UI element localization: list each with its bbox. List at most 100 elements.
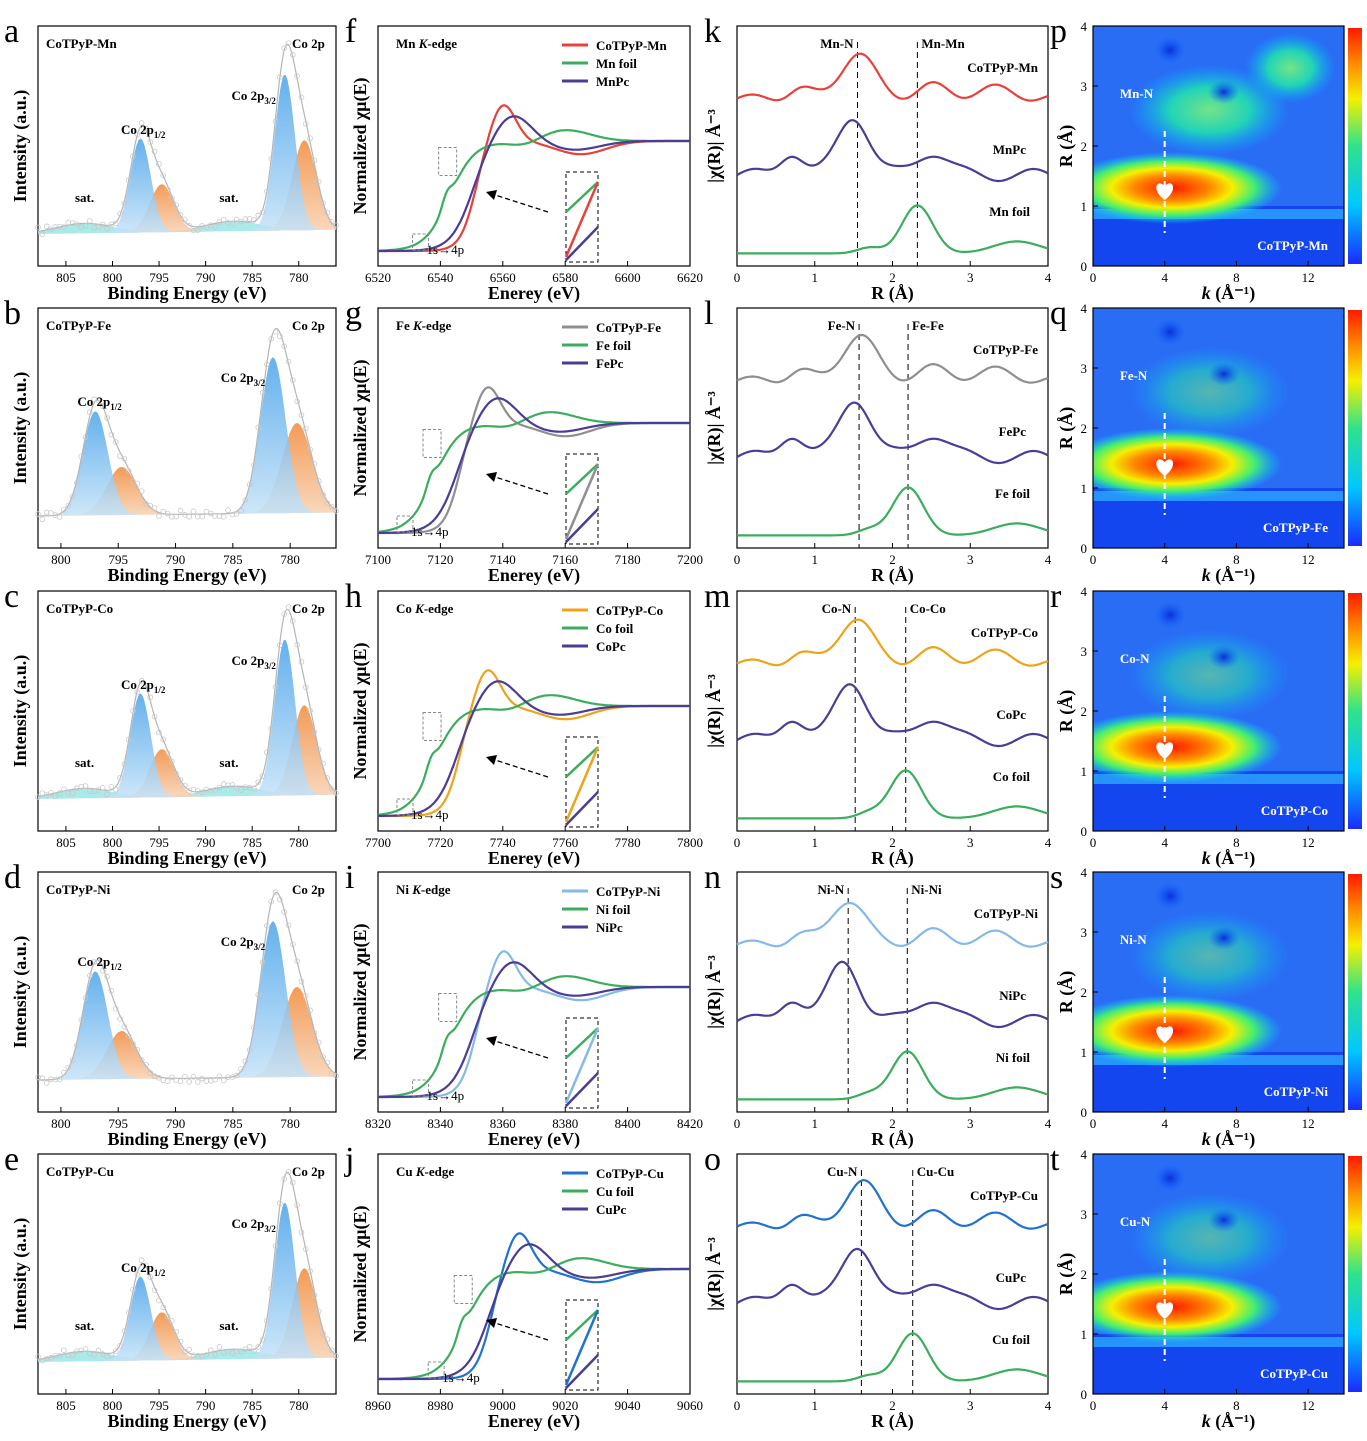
co2p32-shoulder-fill	[38, 423, 336, 516]
y-axis-title: |χ(R)| Å⁻³	[704, 674, 725, 748]
panel-label: q	[1050, 295, 1067, 332]
map-blob	[1129, 347, 1290, 437]
raw-data-point	[61, 224, 67, 230]
curve-label: CuPc	[996, 1270, 1027, 1285]
raw-data-point	[272, 329, 279, 335]
x-tick-label: 4	[1161, 835, 1168, 850]
raw-data-point	[307, 1007, 313, 1014]
curve-label: CoTPyP-Cu	[970, 1188, 1038, 1203]
raw-data-point	[294, 73, 300, 79]
inset-line	[565, 226, 599, 261]
raw-data-point	[194, 1353, 201, 1359]
raw-data-point	[307, 446, 313, 453]
raw-data-point	[190, 1352, 197, 1359]
raw-data-point	[138, 488, 145, 494]
x-tick-label: 7720	[427, 835, 453, 850]
x-tick-label: 12	[1302, 1398, 1315, 1413]
edge-k: K	[418, 36, 429, 51]
y-tick-label: 1	[1081, 1045, 1088, 1060]
panel-label: m	[704, 578, 730, 615]
curve-label: Co foil	[993, 769, 1031, 784]
raw-data-point	[315, 746, 322, 753]
ft-curve	[736, 618, 1049, 667]
raw-data-point	[233, 1349, 240, 1355]
raw-data-point	[78, 453, 84, 460]
xanes-panel-g: g Fe K-edge 7100 7120 7140 7160 7180 7200 Enerey…	[345, 295, 703, 586]
x-tick-label: 3	[967, 835, 974, 850]
legend-label: Cu foil	[596, 1184, 634, 1199]
raw-data-point	[95, 958, 102, 965]
legend-label: CoTPyP-Mn	[596, 38, 668, 53]
raw-data-point	[173, 770, 180, 777]
subscript: 3/2	[254, 942, 266, 952]
map-dark-spot	[1207, 362, 1240, 386]
raw-data-point	[130, 1286, 136, 1293]
x-axis-title: Enerey (eV)	[488, 1129, 580, 1150]
raw-data-point	[35, 224, 41, 231]
raw-data-point	[333, 508, 339, 514]
raw-data-point	[199, 1075, 205, 1082]
raw-data-point	[61, 1347, 67, 1354]
subscript: 1/2	[110, 962, 122, 972]
raw-data-point	[143, 1262, 149, 1269]
raw-data-point	[99, 221, 106, 228]
subscript: 1/2	[154, 685, 166, 695]
raw-data-point	[112, 786, 119, 793]
raw-data-point	[91, 959, 97, 965]
raw-data-point	[203, 1352, 210, 1358]
zoom-region-box	[422, 712, 442, 741]
raw-data-point	[290, 1179, 296, 1186]
x-tick-label: 0	[1090, 1398, 1097, 1413]
raw-data-point	[268, 1286, 275, 1292]
x-tick-label: 795	[149, 270, 169, 285]
x-tick-label: 7200	[677, 552, 703, 567]
x-tick-label: 12	[1302, 835, 1315, 850]
k-symbol: k	[1202, 565, 1211, 585]
x-tick-label: 8	[1233, 270, 1240, 285]
colorbar	[1348, 593, 1362, 829]
raw-data-point	[160, 172, 167, 179]
raw-data-point	[156, 1297, 162, 1304]
map-blob	[1129, 630, 1290, 720]
x-tick-label: 795	[108, 552, 128, 567]
raw-data-point	[156, 729, 162, 736]
x-tick-label: 6600	[615, 270, 641, 285]
sample-label: CoTPyP-Cu	[46, 1164, 114, 1179]
bond-label: Fe-N	[1120, 368, 1148, 383]
co2p32-main-fill	[38, 1203, 336, 1362]
map-dark-spot	[1207, 80, 1240, 104]
x-tick-label: 8	[1233, 552, 1240, 567]
inset-box	[565, 1017, 599, 1109]
x-tick-label: 7140	[490, 552, 516, 567]
subscript: 3/2	[264, 1224, 276, 1234]
x-axis-title: R (Å)	[871, 848, 914, 869]
spectrum-line	[378, 386, 690, 535]
raw-data-point	[294, 1202, 300, 1208]
panel-label: g	[345, 295, 362, 332]
raw-data-point	[130, 153, 136, 160]
x-tick-label: 8	[1233, 1116, 1240, 1131]
raw-data-point	[156, 161, 162, 167]
raw-data-point	[281, 909, 287, 915]
x-tick-label: 7800	[677, 835, 703, 850]
zoom-arrow-line	[491, 193, 549, 213]
zoom-region-box	[438, 993, 458, 1022]
raw-data-point	[78, 783, 84, 790]
raw-data-point	[238, 507, 244, 514]
raw-data-point	[302, 425, 309, 432]
raw-data-point	[298, 659, 305, 665]
x-axis-title: R (Å)	[871, 1411, 914, 1432]
legend-label: NiPc	[596, 920, 623, 935]
xps-panel-e: e CoTPyP-Cu Co 2p 805 800 795 790 785 780 Binding…	[4, 1141, 339, 1432]
raw-data-point	[255, 424, 262, 431]
raw-data-point	[272, 118, 279, 125]
raw-data-point	[69, 1352, 76, 1359]
raw-data-point	[169, 513, 175, 520]
xanes-panel-h: h Co K-edge 7700 7720 7740 7760 7780 7800 Enerey…	[345, 578, 703, 869]
raw-data-point	[333, 1072, 339, 1079]
plot-frame	[377, 590, 691, 832]
plot-frame	[37, 307, 337, 549]
x-tick-label: 1	[812, 1398, 819, 1413]
x-axis-title: Binding Energy (eV)	[107, 565, 266, 586]
raw-data-point	[121, 200, 128, 207]
